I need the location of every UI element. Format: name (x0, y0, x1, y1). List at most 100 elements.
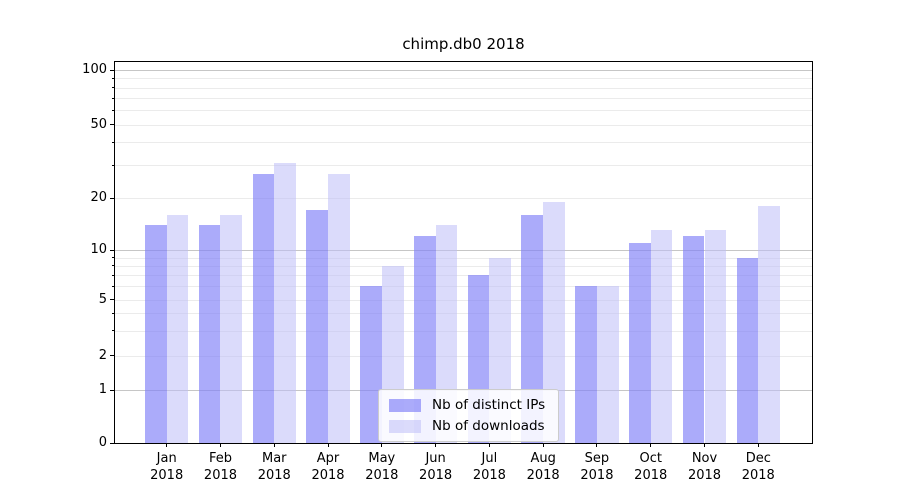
minor-gridline (115, 355, 812, 357)
bar-distinct-ips (736, 257, 759, 443)
minor-gridline (115, 265, 812, 267)
bar-downloads (543, 201, 565, 443)
x-tick-year: 2018 (257, 468, 291, 483)
bar-downloads (328, 173, 350, 443)
y-tick-label: 0 (98, 435, 107, 450)
legend-swatch-distinct-ips (389, 398, 421, 412)
x-tick-year: 2018 (526, 468, 560, 483)
minor-gridline (115, 330, 812, 332)
bar-downloads (274, 162, 296, 443)
bar-downloads (435, 224, 458, 443)
x-tick-year: 2018 (365, 468, 399, 483)
bar-distinct-ips (252, 173, 275, 443)
minor-gridline (115, 110, 812, 112)
x-tick-year: 2018 (203, 468, 238, 483)
minor-gridline (115, 142, 812, 144)
minor-gridline (115, 98, 812, 100)
bar-downloads (220, 214, 243, 443)
chart-title: chimp.db0 2018 (402, 35, 525, 53)
x-tick-mark (273, 443, 275, 447)
y-tick-label: 100 (82, 62, 107, 77)
minor-gridline (115, 198, 812, 199)
x-tick-year: 2018 (472, 468, 506, 483)
y-minor-tick-mark (112, 257, 114, 259)
minor-gridline (115, 165, 812, 167)
legend-label: Nb of distinct IPs (432, 397, 546, 413)
x-tick-mark (219, 443, 221, 447)
y-tick-label: 20 (90, 190, 107, 205)
minor-gridline (115, 124, 812, 126)
bar-distinct-ips (145, 224, 167, 443)
x-tick-label: Jan 2018 (127, 450, 207, 484)
x-tick-label: May 2018 (342, 450, 422, 484)
bar-distinct-ips (682, 236, 705, 443)
bar-downloads (758, 205, 780, 443)
x-tick-label: Mar 2018 (234, 450, 314, 484)
y-tick-mark (110, 299, 114, 300)
x-tick-mark (704, 443, 705, 447)
bar-distinct-ips (629, 242, 651, 443)
y-minor-tick-mark (112, 285, 114, 287)
minor-gridline (115, 78, 812, 80)
y-minor-tick-mark (112, 265, 114, 267)
bar-downloads (650, 230, 673, 443)
x-tick-label: Dec 2018 (718, 450, 798, 484)
legend: Nb of distinct IPs Nb of downloads (378, 389, 560, 442)
x-tick-label: Apr 2018 (288, 450, 368, 484)
x-tick-year: 2018 (311, 468, 345, 483)
plot-area (114, 61, 813, 444)
y-tick-label: 2 (98, 347, 107, 363)
y-tick-label: 1 (98, 382, 107, 397)
x-tick-mark (488, 443, 490, 447)
x-tick-mark (327, 443, 329, 447)
x-tick-year: 2018 (687, 468, 722, 483)
y-minor-tick-mark (112, 97, 114, 99)
x-tick-label: Jul 2018 (449, 450, 529, 484)
legend-swatch-downloads (389, 419, 421, 433)
y-tick-label: 10 (90, 242, 107, 257)
x-tick-year: 2018 (741, 468, 775, 483)
x-tick-mark (381, 443, 383, 447)
bar-downloads (596, 286, 619, 443)
bar-distinct-ips (306, 210, 329, 443)
x-tick-mark (166, 443, 168, 447)
x-tick-mark (596, 443, 598, 447)
x-tick-mark (542, 443, 544, 447)
major-gridline (115, 250, 812, 251)
x-tick-year: 2018 (580, 468, 614, 483)
bar-distinct-ips (575, 286, 597, 443)
bar-distinct-ips (360, 286, 382, 443)
bar-distinct-ips (198, 224, 221, 443)
minor-gridline (115, 257, 812, 259)
x-tick-label: Aug 2018 (503, 450, 583, 484)
x-tick-label: Feb 2018 (180, 450, 260, 484)
y-minor-tick-mark (112, 109, 114, 111)
x-tick-label: Sep 2018 (557, 450, 637, 484)
y-minor-tick-mark (112, 141, 114, 143)
y-tick-mark (110, 442, 114, 444)
x-tick-mark (435, 443, 437, 447)
x-tick-mark (650, 443, 652, 447)
major-gridline (115, 70, 812, 71)
y-tick-mark (110, 197, 114, 199)
minor-gridline (115, 299, 812, 301)
y-minor-tick-mark (112, 87, 114, 89)
y-tick-mark (110, 249, 114, 251)
minor-gridline (115, 87, 812, 89)
x-tick-label: Oct 2018 (611, 450, 691, 484)
y-minor-tick-mark (112, 77, 114, 79)
bar-distinct-ips (521, 214, 544, 443)
y-tick-label: 50 (90, 116, 107, 132)
y-tick-mark (110, 124, 114, 125)
x-tick-label: Jun 2018 (396, 450, 476, 484)
y-tick-mark (110, 389, 114, 391)
bar-downloads (704, 230, 727, 443)
minor-gridline (115, 286, 812, 288)
minor-gridline (115, 313, 812, 315)
x-tick-year: 2018 (419, 468, 453, 483)
y-tick-mark (110, 69, 114, 71)
minor-gridline (115, 275, 812, 277)
x-tick-mark (757, 443, 759, 447)
y-tick-label: 5 (98, 291, 107, 307)
